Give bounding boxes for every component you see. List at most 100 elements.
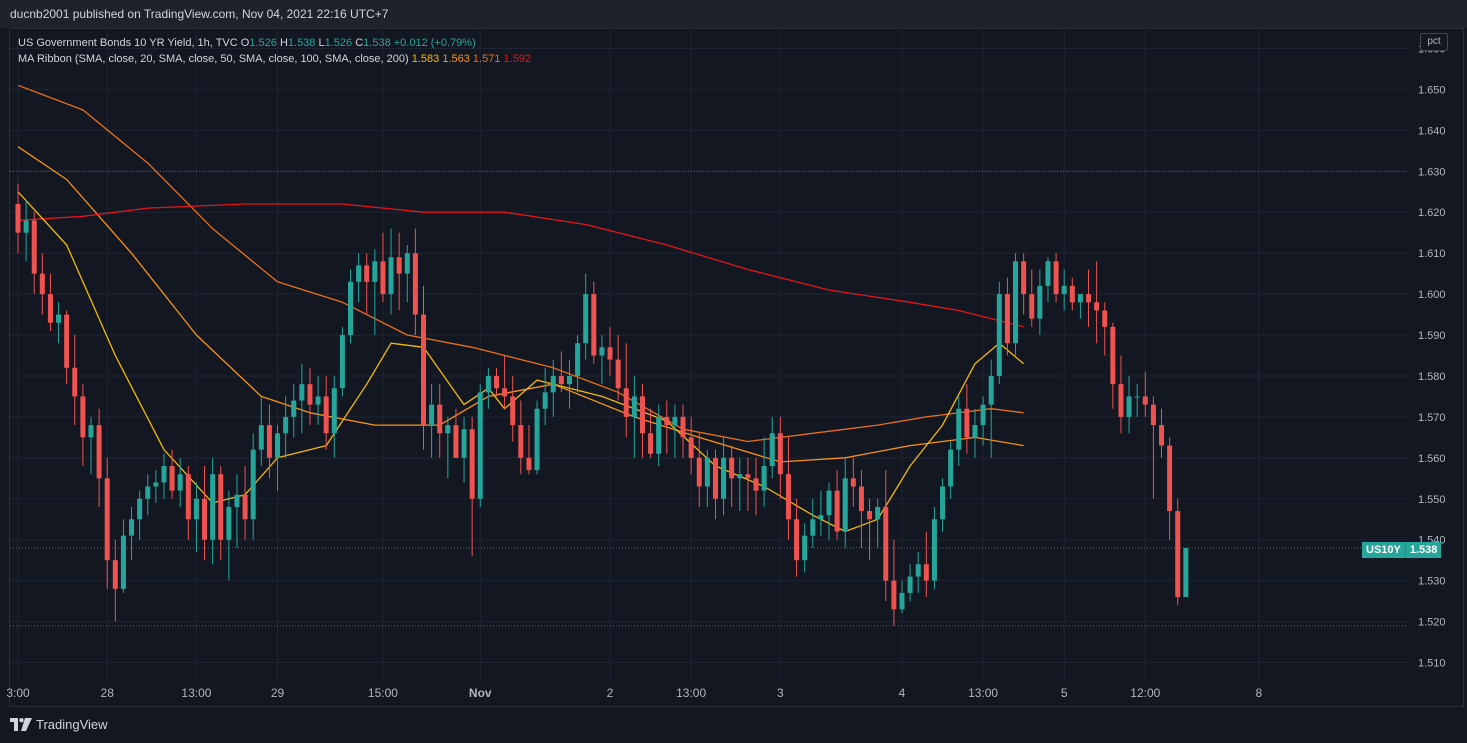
candle-body xyxy=(899,592,905,610)
candle-body xyxy=(510,396,516,426)
candle xyxy=(510,375,516,442)
candle-body xyxy=(1021,261,1027,295)
time-axis[interactable]: 3:00 28 13:00 29 15:00 Nov 2 13:00 3 4 13:00 5 12:00… xyxy=(6,686,1262,700)
tradingview-logo[interactable]: TradingView xyxy=(10,717,108,732)
candle-body xyxy=(1077,294,1083,303)
candle-body xyxy=(729,457,735,479)
candle-body xyxy=(96,425,102,479)
candle-body xyxy=(785,474,791,520)
candle-body xyxy=(996,294,1002,376)
candle-body xyxy=(672,416,678,426)
candle-body xyxy=(1037,285,1043,319)
candle xyxy=(1159,408,1165,458)
candle-body xyxy=(591,294,597,356)
close-value: 1.538 xyxy=(363,37,391,49)
open-value: 1.526 xyxy=(249,37,277,49)
candle-body xyxy=(550,375,556,393)
candle xyxy=(137,490,143,540)
candle xyxy=(1004,277,1010,356)
chart-legend: US Government Bonds 10 YR Yield, 1h, TVC… xyxy=(18,35,531,67)
candle xyxy=(193,482,199,552)
candle-body xyxy=(794,519,800,561)
candle xyxy=(145,474,151,516)
candle-body xyxy=(802,535,808,561)
candle-body xyxy=(202,498,208,540)
candle xyxy=(575,335,581,393)
candle xyxy=(477,384,483,507)
ma200-value: 1.592 xyxy=(503,53,532,65)
candle-body xyxy=(323,396,329,434)
chart-frame[interactable] xyxy=(9,28,1464,707)
y-tick-label: 1.520 xyxy=(1418,617,1446,629)
candlestick-chart[interactable]: 1.5101.5201.5301.5401.5501.5601.5701.580… xyxy=(0,0,1467,707)
candle-body xyxy=(956,408,962,450)
candle-body xyxy=(753,478,759,491)
unit-badge[interactable]: pct xyxy=(1420,33,1448,51)
candle-body xyxy=(412,253,418,315)
candle xyxy=(988,359,994,458)
candle-body xyxy=(810,519,816,536)
candle xyxy=(591,281,597,364)
candle-body xyxy=(339,335,345,389)
candle-body xyxy=(88,425,94,438)
candle xyxy=(502,355,508,409)
candle-body xyxy=(940,486,946,520)
candle xyxy=(834,470,840,540)
candle xyxy=(1183,547,1189,598)
candle-body xyxy=(1142,396,1148,405)
high-key: H xyxy=(279,37,288,49)
candle xyxy=(948,441,954,499)
candle xyxy=(161,453,167,499)
candle-body xyxy=(648,433,654,454)
candle xyxy=(421,285,426,450)
candle-body xyxy=(1118,384,1124,417)
candle-body xyxy=(1004,294,1010,344)
candle-body xyxy=(461,429,467,458)
candle xyxy=(275,425,281,491)
legend-symbol-row[interactable]: US Government Bonds 10 YR Yield, 1h, TVC… xyxy=(18,35,531,51)
candle-body xyxy=(1175,511,1181,598)
y-tick-label: 1.600 xyxy=(1418,289,1446,301)
candle xyxy=(542,367,548,426)
candle xyxy=(56,302,62,344)
x-tick-label: 8 xyxy=(1255,686,1262,700)
price-axis[interactable]: 1.5101.5201.5301.5401.5501.5601.5701.580… xyxy=(1418,43,1446,669)
candle-body xyxy=(453,425,459,458)
candle-body xyxy=(437,404,443,434)
ma50-value: 1.563 xyxy=(442,53,470,65)
candle xyxy=(623,343,629,438)
candle-body xyxy=(566,375,572,385)
candle xyxy=(331,375,337,458)
candle-body xyxy=(421,314,426,426)
candle-body xyxy=(883,506,889,581)
candle xyxy=(96,408,102,507)
candle-body xyxy=(1045,261,1051,286)
candle-body xyxy=(120,535,126,589)
candle-body xyxy=(1069,285,1075,303)
candle xyxy=(283,396,289,458)
candle xyxy=(850,457,856,507)
low-value: 1.526 xyxy=(324,37,353,49)
candle xyxy=(177,457,183,507)
candle xyxy=(226,490,232,581)
ma-ribbon-label: MA Ribbon (SMA, close, 20, SMA, close, 5… xyxy=(18,53,409,65)
candle xyxy=(493,367,499,397)
candle xyxy=(639,384,645,458)
candle-body xyxy=(761,466,767,491)
candle xyxy=(1061,269,1067,311)
candle xyxy=(980,396,986,446)
grid xyxy=(10,28,1408,683)
candle-body xyxy=(1061,285,1067,295)
candle-body xyxy=(169,466,175,491)
candle xyxy=(1013,253,1019,356)
candle xyxy=(461,416,467,483)
candle xyxy=(964,384,970,454)
candle xyxy=(566,359,572,409)
y-tick-label: 1.530 xyxy=(1418,576,1446,588)
candle xyxy=(785,437,791,540)
candle-body xyxy=(1159,425,1165,446)
legend-ma-row[interactable]: MA Ribbon (SMA, close, 20, SMA, close, 5… xyxy=(18,51,531,67)
candle xyxy=(899,580,905,614)
candle-body xyxy=(850,478,856,487)
candle-body xyxy=(1126,396,1132,417)
